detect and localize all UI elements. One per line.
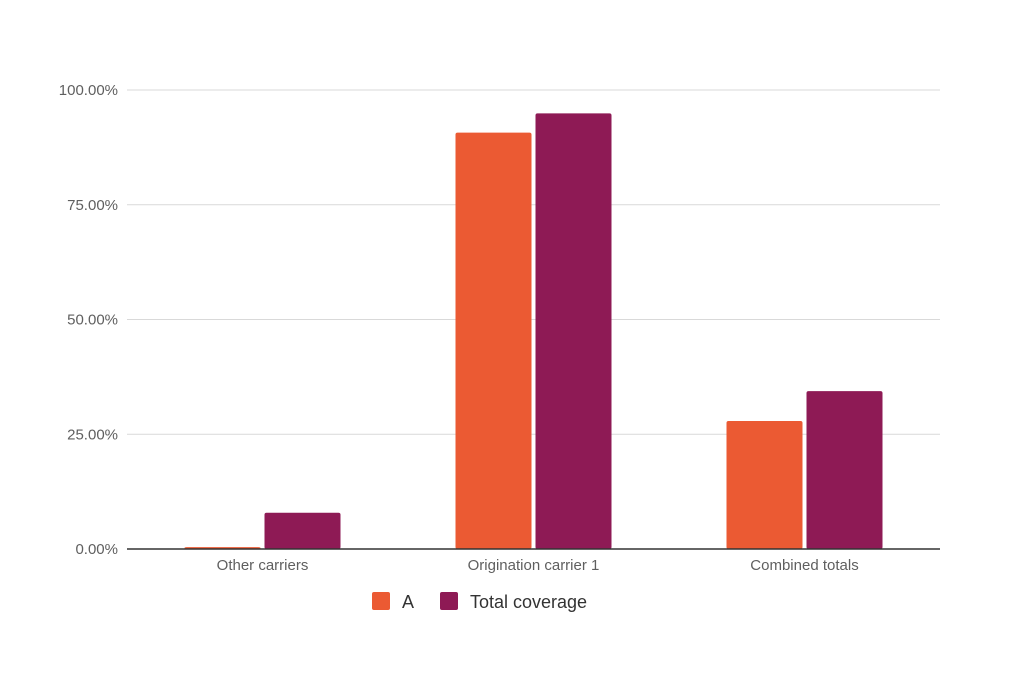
bar-total-coverage-combined-totals <box>806 391 883 549</box>
bars <box>184 113 883 549</box>
x-category-label: Origination carrier 1 <box>468 557 600 574</box>
y-tick-label: 50.00% <box>67 312 118 329</box>
y-tick-label: 100.00% <box>59 82 118 99</box>
x-category-label: Other carriers <box>217 557 309 574</box>
bar-a-combined-totals <box>726 420 803 549</box>
legend-swatch <box>440 592 458 610</box>
legend-label: A <box>402 592 414 612</box>
y-tick-label: 75.00% <box>67 197 118 214</box>
y-tick-label: 0.00% <box>75 541 118 558</box>
legend: A Total coverage <box>372 592 587 612</box>
bar-total-coverage-other-carriers <box>264 512 341 549</box>
legend-label: Total coverage <box>470 592 587 612</box>
y-tick-label: 25.00% <box>67 426 118 443</box>
y-axis-ticks: 0.00% 25.00% 50.00% 75.00% 100.00% <box>59 82 118 558</box>
bar-total-coverage-origination-carrier-1 <box>535 113 612 549</box>
x-category-label: Combined totals <box>750 557 858 574</box>
legend-swatch <box>372 592 390 610</box>
gridlines <box>127 89 940 435</box>
bar-a-origination-carrier-1 <box>455 132 532 549</box>
x-axis-categories: Other carriers Origination carrier 1 Combi… <box>217 557 859 574</box>
